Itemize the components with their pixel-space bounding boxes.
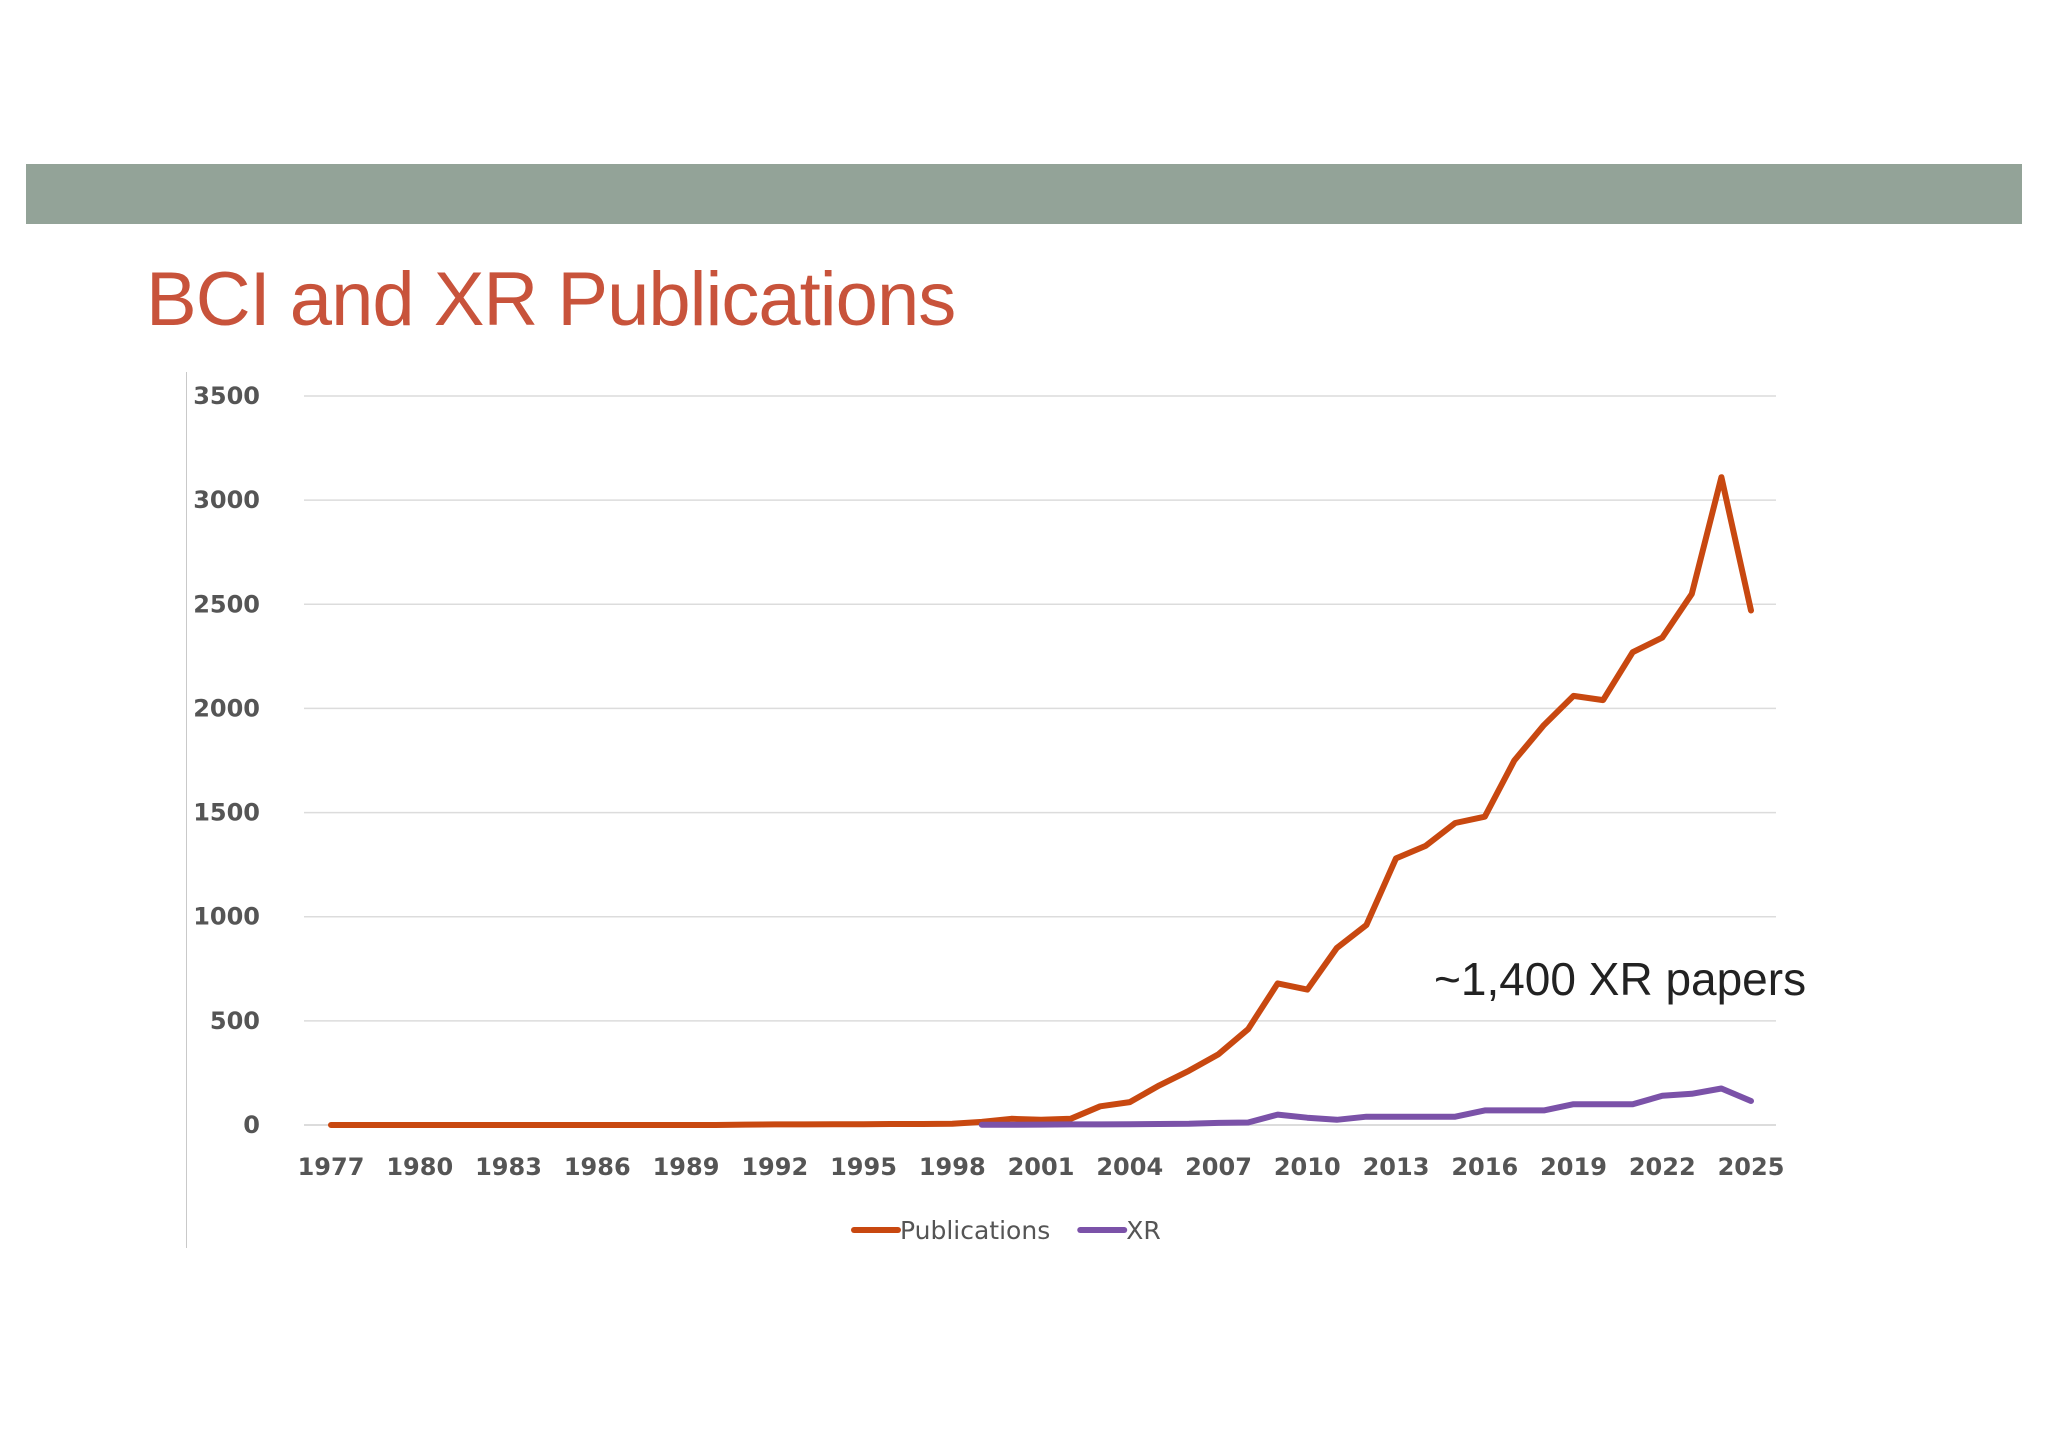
line-chart: 0 500 1000 1500 2000 2500 3000 3500 1977 1980 198… [186, 372, 1826, 1252]
x-tick-label: 1980 [386, 1153, 453, 1181]
x-tick-label: 1995 [830, 1153, 897, 1181]
series-line-publications [328, 474, 1754, 1128]
y-tick-label: 2000 [193, 694, 260, 722]
x-tick-label: 1983 [475, 1153, 542, 1181]
y-tick-label: 1000 [193, 903, 260, 931]
x-tick-label: 2025 [1718, 1153, 1785, 1181]
x-tick-label: 2010 [1274, 1153, 1341, 1181]
xr-papers-annotation: ~1,400 XR papers [1434, 953, 1807, 1005]
y-tick-label: 2500 [193, 590, 260, 618]
x-tick-label: 1998 [919, 1153, 986, 1181]
x-tick-label: 1992 [741, 1153, 808, 1181]
y-tick-label: 3000 [193, 486, 260, 514]
x-tick-label: 2016 [1451, 1153, 1518, 1181]
slide-title: BCI and XR Publications [146, 257, 956, 342]
x-tick-label: 2001 [1008, 1153, 1075, 1181]
x-tick-label: 1977 [298, 1153, 365, 1181]
y-tick-label: 0 [243, 1111, 260, 1139]
x-tick-label: 2007 [1185, 1153, 1252, 1181]
y-tick-label: 500 [210, 1007, 260, 1035]
legend-label-xr: XR [1126, 1216, 1161, 1245]
chart-svg: 0 500 1000 1500 2000 2500 3000 3500 1977 1980 198… [186, 372, 1785, 1248]
y-tick-label: 3500 [193, 382, 260, 410]
header-band [26, 164, 2022, 224]
legend-label-publications: Publications [900, 1216, 1050, 1245]
x-tick-label: 2022 [1629, 1153, 1696, 1181]
series-line-xr [978, 1085, 1754, 1128]
x-tick-label: 2004 [1096, 1153, 1163, 1181]
y-tick-label: 1500 [193, 799, 260, 827]
x-tick-label: 2013 [1363, 1153, 1430, 1181]
x-tick-label: 1986 [564, 1153, 631, 1181]
x-tick-label: 2019 [1540, 1153, 1607, 1181]
x-tick-label: 1989 [653, 1153, 720, 1181]
